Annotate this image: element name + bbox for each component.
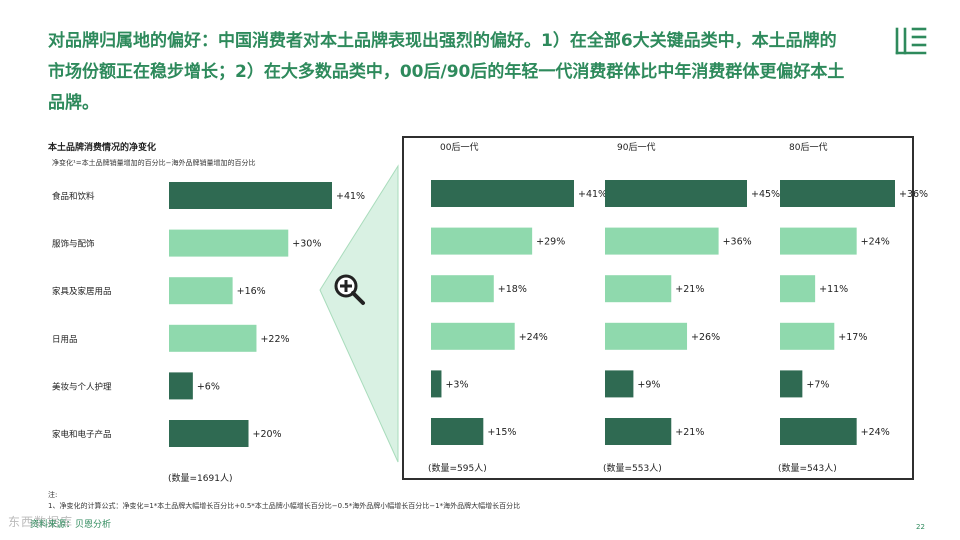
source-note: 资料来源：贝恩分析 [30,520,112,530]
footnote-line: 1、净变化的计算公式：净变化=1*本土品牌大幅增长百分比+0.5*本土品牌小幅增… [48,502,521,510]
bar [431,227,533,255]
bar-value-label: +45% [751,189,780,200]
sample-count-00s: (数量=595人) [428,464,487,474]
bar [780,418,857,445]
bar-value-label: +29% [536,237,565,248]
bar-chart-0: +41% 食品和饮料 +30% 服饰与配饰 +16% 家具及家居用品 +22% 日用品 +6% 美… [52,182,365,447]
bar [431,275,494,303]
bar [780,180,895,207]
bar [605,275,672,303]
panel-title-90s: 90后一代 [617,143,656,153]
bar-value-label: +26% [691,332,720,343]
generation-panel-frame [402,136,914,480]
bar [780,227,857,255]
bar [780,322,835,350]
watermark: 东西数据库 [8,515,74,529]
bar-value-label: +16% [237,286,266,297]
category-label: 食品和饮料 [52,191,95,202]
panel-title-00s: 00后一代 [440,143,479,153]
bar [780,275,816,303]
bar-value-label: +3% [445,379,468,390]
bar-value-label: +9% [637,379,660,390]
bar [605,370,634,398]
bar [169,229,289,257]
bar-value-label: +18% [498,284,527,295]
zoom-connector [319,164,399,463]
sample-count-80s: (数量=543人) [778,464,837,474]
category-label: 服饰与配饰 [52,239,95,250]
bar-value-label: +24% [519,332,548,343]
bar [169,420,249,447]
page-number: 22 [916,523,925,531]
bar [431,180,574,207]
zoom-in-icon[interactable] [334,274,365,305]
sample-count-90s: (数量=553人) [603,464,662,474]
bar-value-label: +22% [260,334,289,345]
bar-value-label: +20% [253,429,282,440]
bar-value-label: +6% [197,381,220,392]
headline: 对品牌归属地的偏好：中国消费者对本土品牌表现出强烈的偏好。1）在全部6大关键品类… [48,31,845,113]
category-label: 日用品 [52,335,78,345]
bar [169,182,332,209]
panel-title-80s: 80后一代 [789,143,828,153]
category-label: 美妆与个人护理 [52,381,112,392]
chart-title: 本土品牌消费情况的净变化 [48,143,157,153]
bar-value-label: +41% [578,189,607,200]
sample-count-total: (数量=1691人) [168,474,233,484]
bar [605,418,672,445]
bar [169,372,193,400]
bar-value-label: +24% [861,237,890,248]
bar-value-label: +11% [819,284,848,295]
bar [605,322,688,350]
footnotes: 注: 1、净变化的计算公式：净变化=1*本土品牌大幅增长百分比+0.5*本土品牌… [48,490,520,512]
bar [169,277,233,305]
bar-chart-2: +45% +36% +21% +26% +9% +21% [605,180,780,445]
chart-subtitle: 净变化¹=本土品牌销量增加的百分比−海外品牌销量增加的百分比 [52,159,256,167]
bar-value-label: +36% [723,237,752,248]
bar [431,370,442,398]
bar [780,370,803,398]
bar-value-label: +21% [675,284,704,295]
bar-value-label: +7% [806,379,829,390]
bar [431,322,515,350]
bar-value-label: +30% [292,239,321,250]
bar-value-label: +41% [336,191,365,202]
bar-chart-1: +41% +29% +18% +24% +3% +15% [431,180,607,445]
bar [169,324,257,352]
bar [605,227,719,255]
bar [431,418,484,445]
category-label: 家具及家居用品 [52,286,112,297]
footnote-label: 注: [48,491,58,499]
bar [605,180,747,207]
category-label: 家电和电子产品 [52,429,112,440]
bar-chart-3: +36%+24%+11%+17%+7%+24% [780,180,928,445]
bar-value-label: +17% [838,332,867,343]
brand-logo-icon [895,27,927,55]
bar-value-label: +24% [861,427,890,438]
bar-value-label: +21% [675,427,704,438]
bar-value-label: +15% [487,427,516,438]
